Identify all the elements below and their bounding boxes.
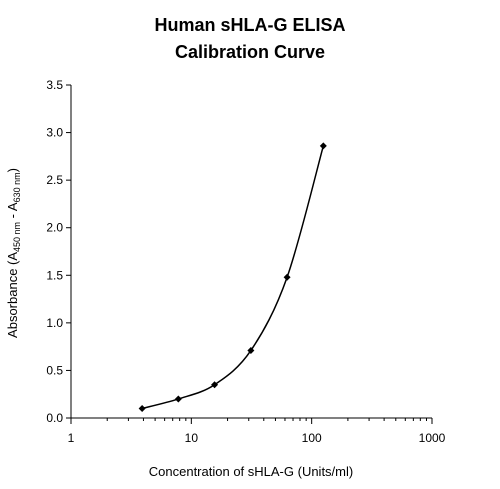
y-axis-label-sub2: 630 nm [12, 172, 22, 202]
calibration-curve [141, 145, 325, 410]
x-tick-label: 100 [302, 431, 322, 445]
data-point-marker [247, 346, 255, 354]
chart-title: Human sHLA-G ELISA [154, 15, 346, 35]
data-point-marker [283, 273, 291, 281]
y-axis-label: Absorbance (A450 nm - A630 nm) [5, 168, 22, 338]
x-tick-label: 1000 [419, 431, 446, 445]
x-axis-label: Concentration of sHLA-G (Units/ml) [149, 464, 353, 479]
axes [70, 85, 432, 419]
y-tick-label: 1.5 [46, 268, 63, 282]
y-tick-label: 3.5 [46, 78, 63, 92]
y-tick-label: 3.0 [46, 126, 63, 140]
x-tick-label: 10 [185, 431, 199, 445]
y-tick-label: 2.0 [46, 221, 63, 235]
y-tick-label: 2.5 [46, 173, 63, 187]
y-axis-label-prefix: Absorbance (A [5, 252, 20, 338]
y-axis-label-middle: - A [5, 202, 20, 222]
data-point-marker [211, 381, 219, 389]
y-tick-label: 0.5 [46, 363, 63, 377]
data-point-marker [138, 404, 146, 412]
data-points [138, 142, 327, 412]
chart-subtitle: Calibration Curve [174, 42, 326, 62]
y-ticks: 0.0 0.5 1.0 1.5 2.0 2.5 3.0 3.5 [46, 78, 71, 425]
y-tick-label: 0.0 [46, 411, 63, 425]
y-axis-label-sub1: 450 nm [12, 222, 22, 252]
x-tick-label: 1 [68, 431, 75, 445]
data-point-marker [174, 395, 182, 403]
data-point-marker [319, 142, 327, 150]
x-ticks: 1 10 100 1000 [68, 418, 446, 445]
y-axis-label-suffix: ) [5, 168, 20, 172]
y-tick-label: 1.0 [46, 316, 63, 330]
